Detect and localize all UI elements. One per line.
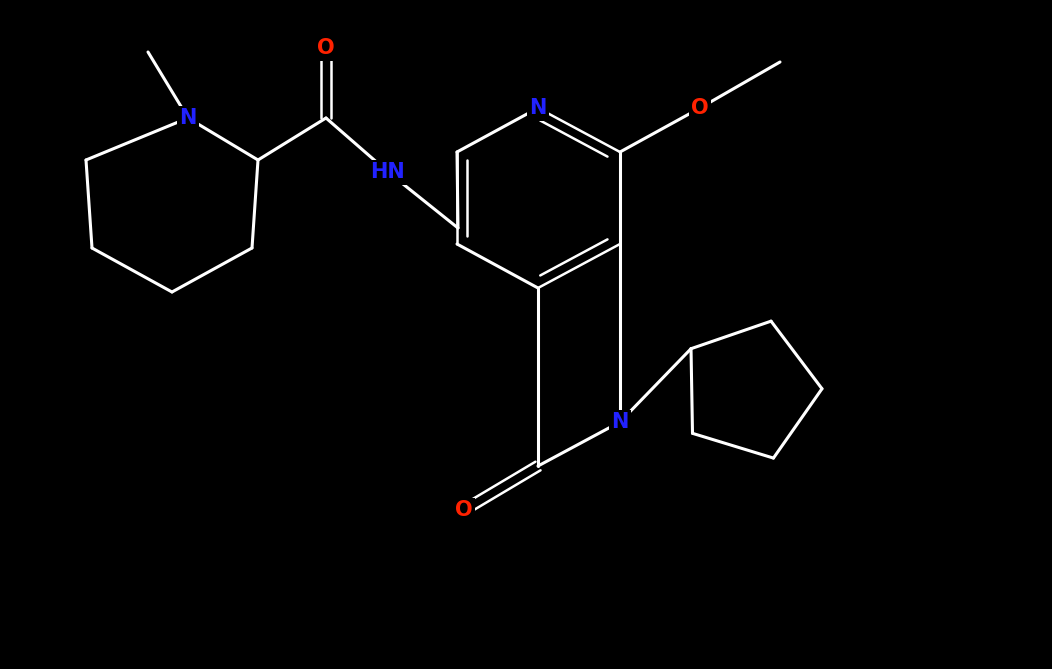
Text: N: N [529,98,547,118]
Text: HN: HN [370,162,405,182]
Text: N: N [179,108,197,128]
Text: O: O [691,98,709,118]
Text: O: O [318,38,335,58]
Text: O: O [456,500,472,520]
Text: N: N [611,412,629,432]
